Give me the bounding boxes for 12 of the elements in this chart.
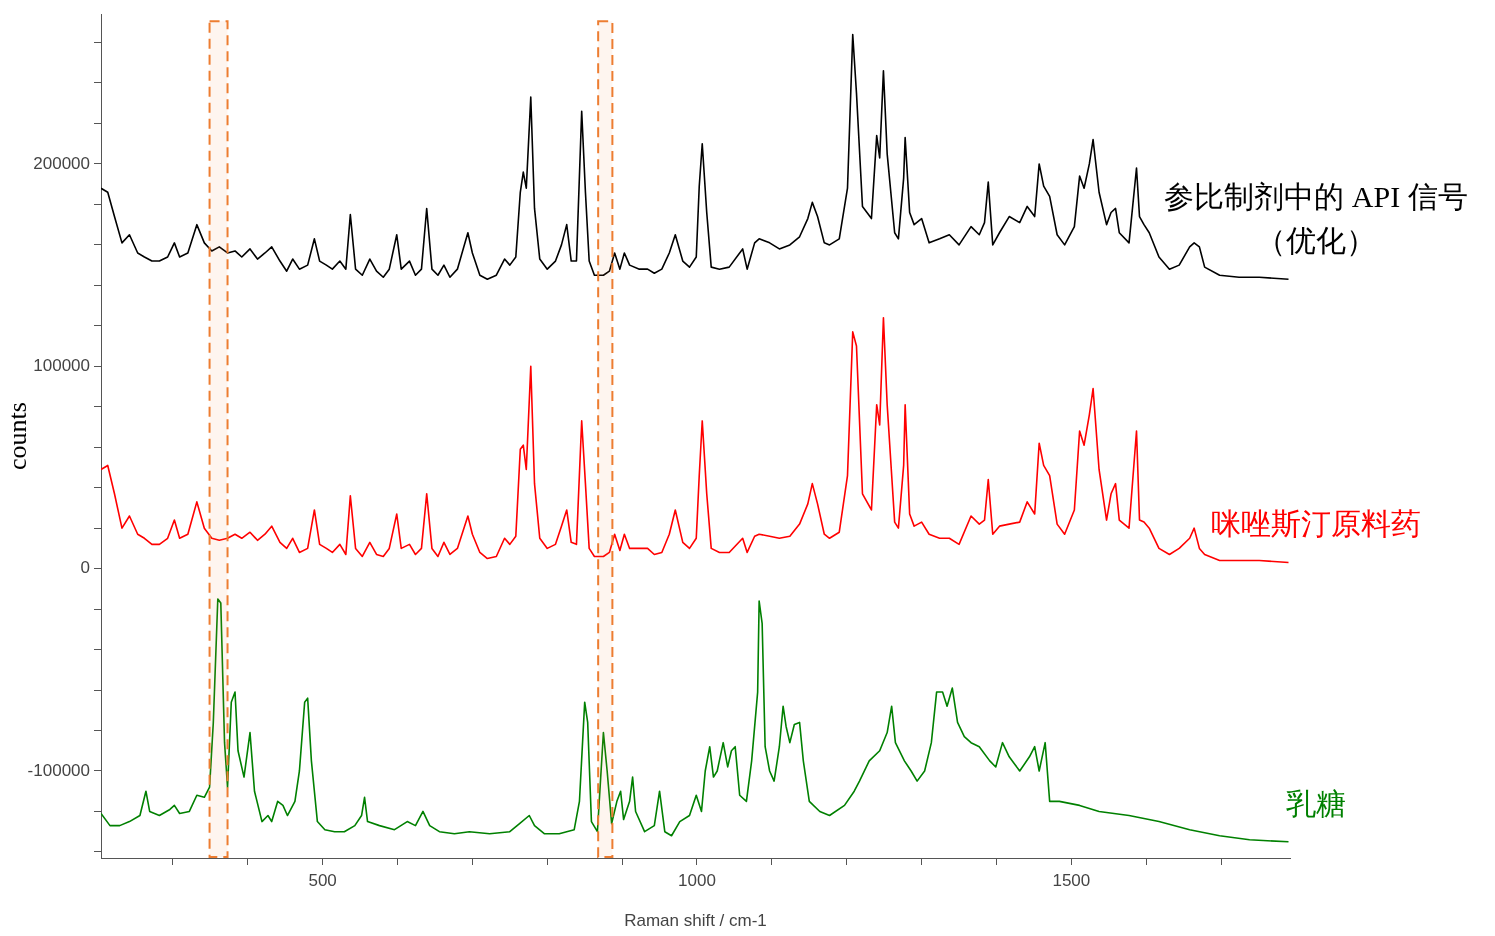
y-tick-label: 0 (80, 558, 90, 578)
x-tick-label: 1000 (678, 870, 716, 890)
x-tick-label: 1500 (1052, 870, 1091, 890)
x-tick-label: 500 (308, 870, 337, 890)
y-tick-label: 100000 (33, 355, 90, 375)
series-label: 乳糖 (1286, 786, 1346, 820)
y-tick-label: 200000 (33, 153, 90, 173)
y-axis-title: counts (3, 402, 33, 471)
y-tick-label: -100000 (27, 760, 90, 780)
series-label: 参比制剂中的 API 信号（优化） (1164, 180, 1468, 258)
series-label: 咪唑斯汀原料药 (1211, 507, 1421, 541)
x-axis-title: Raman shift / cm-1 (624, 911, 767, 931)
